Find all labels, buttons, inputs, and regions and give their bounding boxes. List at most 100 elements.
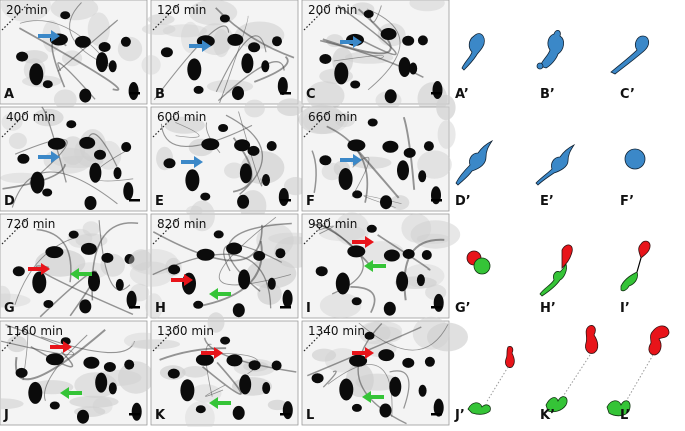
panel-label: G — [4, 301, 15, 316]
dotted-guide — [152, 3, 180, 31]
cell-body — [196, 248, 215, 261]
haze — [181, 366, 209, 378]
scale-bar — [129, 306, 140, 309]
schematic-C’ — [610, 35, 649, 75]
haze — [69, 395, 119, 408]
neurite — [14, 236, 77, 306]
panel-label: C — [306, 87, 316, 102]
haze — [334, 212, 370, 246]
neurite — [215, 7, 295, 59]
scale-bar — [431, 199, 442, 202]
schematic-label: C’ — [620, 87, 635, 102]
cell-body — [79, 136, 96, 149]
haze — [190, 384, 222, 403]
cell-body — [16, 51, 29, 62]
micrograph-panel-F — [298, 94, 456, 212]
blue-arrow — [340, 36, 362, 48]
panel-label: H — [155, 301, 166, 316]
cell-body — [347, 245, 366, 258]
schematic-J’ — [467, 346, 515, 415]
haze — [417, 150, 452, 179]
neurite — [35, 265, 134, 316]
neurite — [160, 123, 253, 147]
schematic-I’ — [620, 240, 651, 292]
dotted-guide — [1, 3, 29, 31]
neurite — [205, 122, 221, 154]
micrograph-panel-A — [0, 0, 148, 110]
cell-body — [123, 182, 134, 201]
dotted-guide — [303, 324, 331, 352]
cell-body — [12, 266, 25, 277]
cell-body — [98, 42, 111, 52]
cell-body — [351, 297, 362, 306]
schematic-label: L’ — [620, 408, 631, 423]
cell-body — [261, 60, 270, 73]
neurite — [322, 8, 392, 55]
cell-body — [432, 81, 443, 99]
schematic-label: H’ — [540, 301, 556, 316]
schematic-K’ — [545, 325, 599, 413]
cell-body — [253, 250, 266, 261]
cell-body — [267, 277, 276, 290]
haze — [207, 312, 225, 333]
cell-body — [378, 349, 395, 362]
cell-body — [418, 170, 427, 183]
time-label: 720 min — [6, 217, 56, 231]
haze — [1, 0, 51, 22]
cell-body — [30, 171, 45, 194]
cell-body — [84, 196, 97, 210]
neurite — [153, 25, 230, 101]
panel-label: F — [306, 194, 315, 209]
time-label: 200 min — [308, 3, 358, 17]
cell-body — [319, 54, 332, 64]
scale-bar — [280, 92, 291, 95]
red-arrow — [352, 236, 374, 248]
scale-bar — [280, 413, 291, 416]
cell-body — [68, 230, 79, 239]
panel-label: B — [155, 87, 165, 102]
cell-body — [180, 379, 195, 402]
cell-body — [168, 264, 181, 275]
neurite — [225, 114, 263, 195]
cell-body — [128, 82, 139, 100]
scale-bar — [129, 413, 140, 416]
panel-label: D — [4, 194, 15, 209]
neurite — [326, 125, 369, 203]
cell-body — [124, 359, 135, 370]
haze — [118, 361, 154, 394]
cell-body — [382, 140, 399, 153]
neurite — [18, 27, 120, 91]
time-label: 600 min — [157, 110, 207, 124]
cell-body — [433, 293, 444, 312]
neurite — [253, 56, 289, 83]
panel-label: I — [306, 301, 311, 316]
cell-body — [262, 174, 270, 186]
cell-body — [232, 405, 245, 420]
cell-body — [350, 80, 361, 89]
time-label: 980 min — [308, 217, 358, 231]
cell-body — [193, 85, 204, 94]
haze — [0, 285, 11, 307]
neurite — [218, 216, 292, 286]
micrograph-panel-C — [301, 0, 450, 115]
neurite — [369, 5, 382, 23]
cell-body — [239, 374, 252, 395]
haze — [401, 213, 432, 243]
neurite — [327, 364, 393, 418]
neurite — [41, 336, 136, 354]
neurite — [337, 4, 397, 56]
haze — [0, 398, 24, 410]
cell-body — [262, 382, 271, 394]
cell-body — [402, 249, 415, 259]
cell-body — [121, 142, 132, 152]
cell-body — [79, 299, 92, 314]
schematic-label: G’ — [455, 301, 471, 316]
haze — [1, 113, 23, 131]
cell-body — [403, 147, 416, 158]
cell-body — [349, 354, 368, 367]
haze — [141, 23, 176, 35]
cell-body — [319, 155, 332, 166]
cell-body — [60, 11, 71, 20]
cell-body — [160, 47, 173, 58]
